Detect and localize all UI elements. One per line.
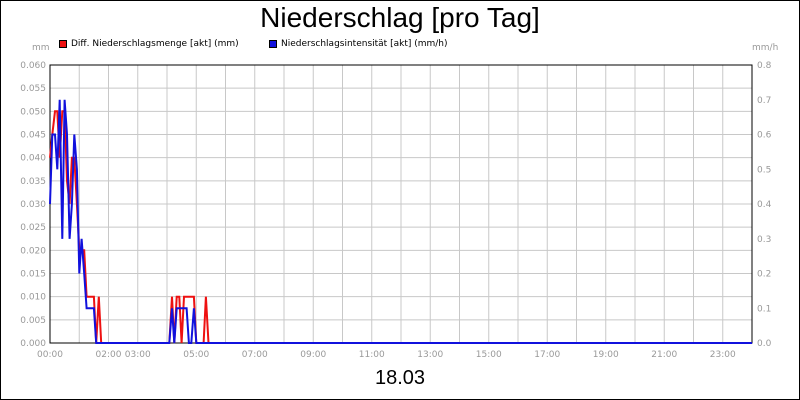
y-right-tick-label: 0.6 — [757, 131, 772, 141]
legend-item-menge: Diff. Niederschlagsmenge [akt] (mm) — [59, 38, 239, 50]
y-right-tick-label: 0.0 — [757, 339, 772, 349]
x-tick-label: 03:00 — [125, 350, 151, 360]
series-line-intensitaet — [49, 99, 752, 344]
y-left-tick-label: 0.005 — [20, 316, 46, 326]
x-tick-label: 02:00 — [96, 350, 122, 360]
x-tick-label: 21:00 — [651, 350, 677, 360]
y-left-tick-label: 0.060 — [20, 61, 46, 71]
y-right-tick-label: 0.8 — [757, 61, 772, 71]
y-left-tick-label: 0.035 — [20, 177, 46, 187]
y-right-tick-label: 0.7 — [757, 96, 771, 106]
y-right-tick-label: 0.5 — [757, 165, 771, 175]
y-left-tick-label: 0.055 — [20, 84, 46, 94]
chart-title: Niederschlag [pro Tag] — [260, 2, 540, 33]
legend-swatch-red-icon — [59, 40, 67, 48]
y-right-unit: mm/h — [752, 43, 779, 53]
legend-label-intensitaet: Niederschlagsintensität [akt] (mm/h) — [281, 39, 448, 49]
x-tick-label: 11:00 — [359, 350, 385, 360]
y-left-tick-label: 0.000 — [20, 339, 46, 349]
date-label: 18.03 — [374, 367, 426, 389]
legend-label-menge: Diff. Niederschlagsmenge [akt] (mm) — [71, 39, 239, 49]
y-left-unit: mm — [32, 43, 50, 53]
x-tick-label: 00:00 — [37, 350, 63, 360]
legend-item-intensitaet: Niederschlagsintensität [akt] (mm/h) — [269, 38, 448, 50]
y-left-tick-label: 0.025 — [20, 223, 46, 233]
y-right-tick-label: 0.2 — [757, 270, 771, 280]
y-left-tick-label: 0.045 — [20, 131, 46, 141]
y-right-tick-label: 0.3 — [757, 235, 771, 245]
y-left-tick-label: 0.015 — [20, 270, 46, 280]
x-tick-label: 23:00 — [710, 350, 736, 360]
y-left-tick-label: 0.040 — [20, 154, 46, 164]
y-left-tick-label: 0.010 — [20, 293, 46, 303]
x-tick-label: 13:00 — [417, 350, 443, 360]
x-tick-label: 05:00 — [183, 350, 209, 360]
x-tick-label: 09:00 — [300, 350, 326, 360]
y-right-tick-label: 0.4 — [757, 200, 772, 210]
x-tick-label: 17:00 — [534, 350, 560, 360]
legend-swatch-blue-icon — [269, 40, 277, 48]
x-tick-label: 19:00 — [593, 350, 619, 360]
y-left-tick-label: 0.030 — [20, 200, 46, 210]
y-left-tick-label: 0.020 — [20, 246, 46, 256]
y-right-tick-label: 0.1 — [757, 304, 771, 314]
x-tick-label: 15:00 — [476, 350, 502, 360]
x-tick-label: 07:00 — [242, 350, 268, 360]
y-left-tick-label: 0.050 — [20, 107, 46, 117]
